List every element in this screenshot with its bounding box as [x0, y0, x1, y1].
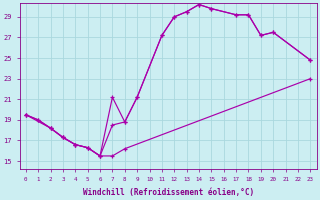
X-axis label: Windchill (Refroidissement éolien,°C): Windchill (Refroidissement éolien,°C) [83, 188, 254, 197]
